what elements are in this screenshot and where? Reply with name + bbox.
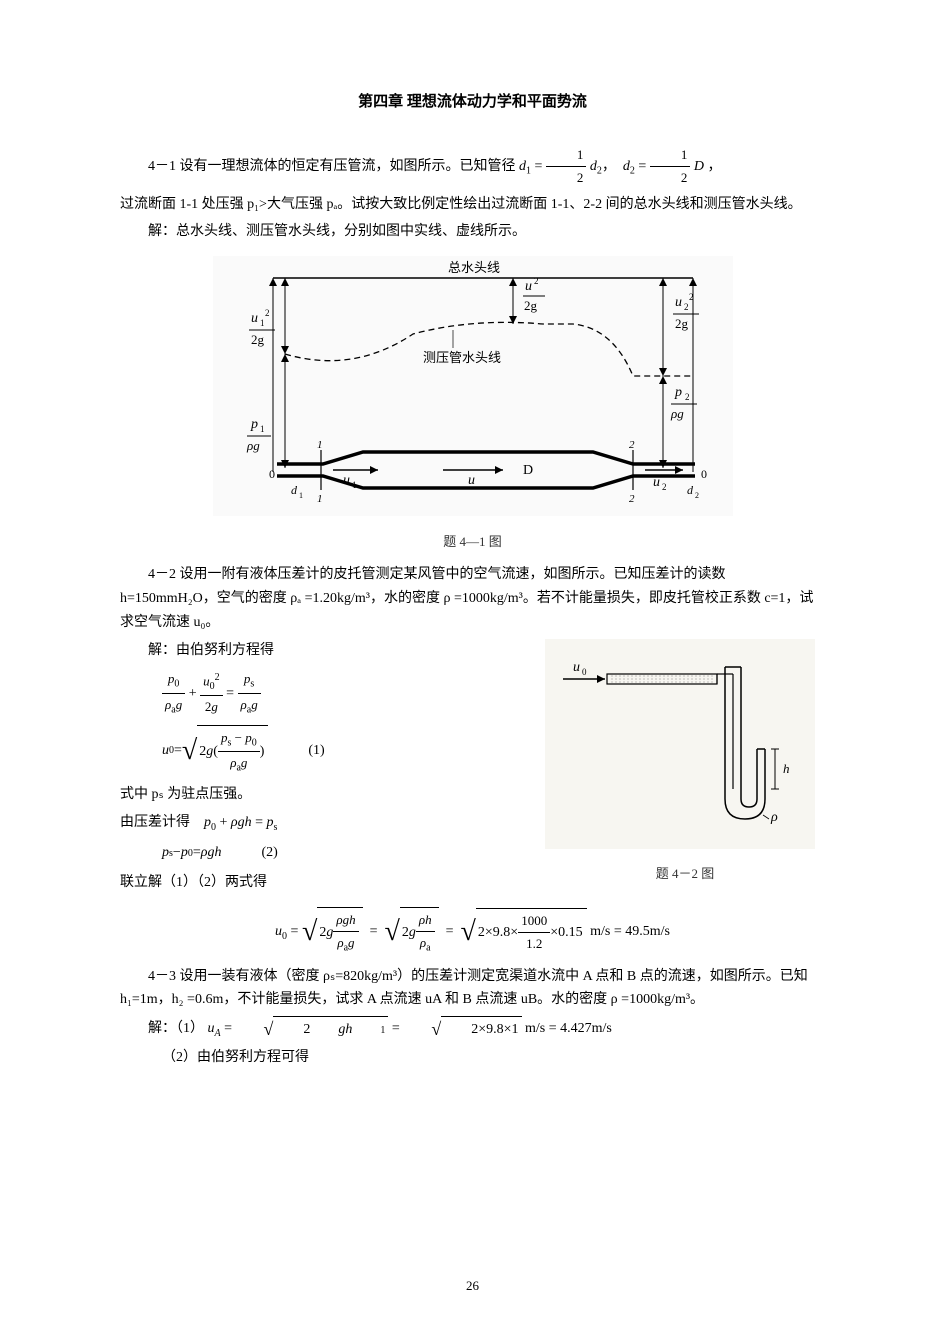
svg-text:2: 2 — [629, 439, 635, 451]
svg-text:2: 2 — [685, 392, 690, 402]
svg-text:D: D — [523, 463, 533, 478]
svg-text:2: 2 — [534, 276, 539, 286]
figure-4-1: 总水头线 u 2 2g u 2 2 2g u 1 2 2g 测压管水头线 p 2 — [120, 256, 825, 553]
problem-label: 4－2 — [148, 567, 176, 582]
problem-text: 设有一理想流体的恒定有压管流，如图所示。已知管径 — [180, 158, 520, 173]
equation-bernoulli: p0ρag + u022g = psρag u0 = √ 2g( ps − p0… — [162, 668, 525, 776]
svg-text:1: 1 — [260, 318, 265, 328]
problem-text: 设用一装有液体（密度 ρₛ=820kg/m³）的压差计测定宽渠道水流中 A 点和… — [120, 969, 808, 1008]
svg-text:2: 2 — [695, 491, 699, 500]
svg-text:ρg: ρg — [670, 406, 684, 421]
chapter-title: 第四章 理想流体动力学和平面势流 — [120, 90, 825, 116]
svg-text:u: u — [343, 473, 350, 488]
svg-text:0: 0 — [269, 467, 275, 481]
svg-text:2g: 2g — [251, 332, 265, 347]
svg-text:d: d — [687, 483, 694, 497]
svg-text:u: u — [675, 295, 682, 310]
svg-text:p: p — [674, 385, 682, 400]
figure-4-1-caption: 题 4—1 图 — [120, 531, 825, 553]
figure-4-2-caption: 题 4－2 图 — [545, 863, 825, 885]
svg-text:2g: 2g — [675, 316, 689, 331]
problem-4-3-solution2: （2）由伯努利方程可得 — [120, 1046, 825, 1070]
svg-text:u: u — [573, 660, 580, 675]
svg-text:1: 1 — [317, 493, 323, 505]
problem-4-1-cont: 过流断面 1-1 处压强 p₁>大气压强 pₐ。试按大致比例定性绘出过流断面 1… — [120, 193, 825, 217]
note-ps: 式中 pₛ 为驻点压强。 — [120, 783, 525, 807]
svg-text:p: p — [250, 417, 258, 432]
svg-text:2: 2 — [265, 308, 270, 318]
svg-text:0: 0 — [701, 467, 707, 481]
problem-4-2-body: 解：由伯努利方程得 p0ρag + u022g = psρag u0 = √ 2… — [120, 639, 825, 899]
combine-text: 联立解（1）（2）两式得 — [120, 871, 525, 895]
problem-4-1-solution: 解：总水头线、测压管水头线，分别如图中实线、虚线所示。 — [120, 220, 825, 244]
eq-number-2: (2) — [261, 841, 277, 865]
problem-4-1-statement: 4－1 设有一理想流体的恒定有压管流，如图所示。已知管径 d1 = 12 d2，… — [120, 144, 825, 189]
solution-intro: 解：由伯努利方程得 — [120, 639, 525, 663]
svg-text:ρ: ρ — [770, 810, 778, 825]
problem-4-3-statement: 4－3 设用一装有液体（密度 ρₛ=820kg/m³）的压差计测定宽渠道水流中 … — [120, 965, 825, 1013]
svg-text:1: 1 — [317, 439, 323, 451]
svg-text:d: d — [291, 483, 298, 497]
figure-4-2-svg: u 0 h ρ — [545, 639, 815, 849]
svg-text:u: u — [653, 475, 660, 490]
equation-final-u0: u0 = √ 2g ρghρag = √ 2g ρhρa = √ 2×9.8× … — [120, 907, 825, 957]
svg-text:2g: 2g — [524, 298, 538, 313]
problem-text: 设用一附有液体压差计的皮托管测定某风管中的空气流速，如图所示。已知压差计的读数 … — [120, 567, 813, 630]
svg-text:测压管水头线: 测压管水头线 — [423, 350, 501, 365]
svg-text:2: 2 — [662, 482, 667, 492]
svg-text:u: u — [525, 279, 532, 294]
svg-text:1: 1 — [260, 424, 265, 434]
svg-text:2: 2 — [629, 493, 635, 505]
svg-text:2: 2 — [684, 302, 689, 312]
svg-text:1: 1 — [299, 491, 303, 500]
problem-4-3-solution1: 解：（1） uA = √2gh1 = √2×9.8×1 m/s = 4.427m… — [120, 1016, 825, 1042]
svg-text:u: u — [468, 473, 475, 488]
problem-4-2-statement: 4－2 设用一附有液体压差计的皮托管测定某风管中的空气流速，如图所示。已知压差计… — [120, 563, 825, 634]
svg-text:ρg: ρg — [246, 438, 260, 453]
svg-text:h: h — [783, 761, 790, 776]
problem-label: 4－1 — [148, 158, 176, 173]
svg-text:1: 1 — [352, 480, 357, 490]
page-number: 26 — [0, 1275, 945, 1297]
svg-text:0: 0 — [582, 667, 587, 677]
problem-label: 4－3 — [148, 969, 176, 984]
svg-text:u: u — [251, 311, 258, 326]
eq-number-1: (1) — [308, 739, 324, 763]
equation-pressdiff: ps − p0 = ρgh (2) — [162, 841, 525, 865]
press-diff-intro: 由压差计得 p0 + ρgh = ps — [120, 811, 525, 836]
figure-4-1-svg: 总水头线 u 2 2g u 2 2 2g u 1 2 2g 测压管水头线 p 2 — [213, 256, 733, 516]
svg-text:总水头线: 总水头线 — [448, 260, 500, 275]
final-value: 49.5m/s — [625, 924, 670, 939]
